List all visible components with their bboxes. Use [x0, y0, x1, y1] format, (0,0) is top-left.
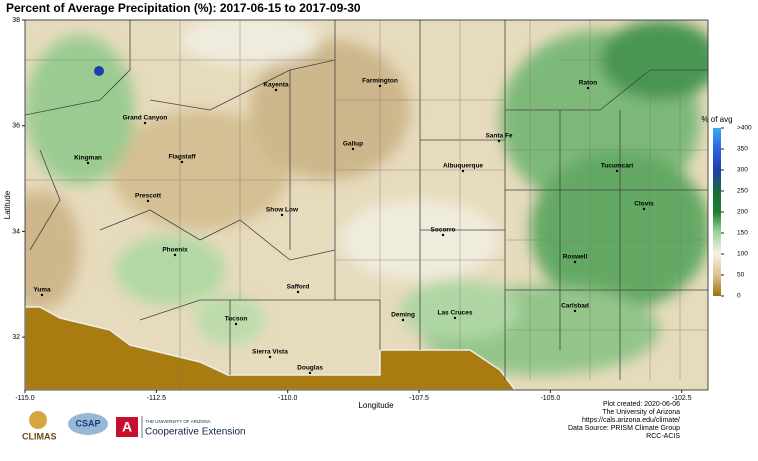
city-label: Socorro: [431, 227, 456, 234]
city-marker: [642, 207, 646, 211]
city-label: Yuma: [33, 287, 51, 294]
x-tick-label: -105.0: [540, 395, 560, 402]
city-marker: [180, 160, 184, 164]
y-axis-label: Latitude: [3, 190, 12, 219]
city-label: Deming: [391, 312, 415, 319]
city-label: Carlsbad: [561, 303, 589, 310]
colorbar-tick-label: 150: [737, 230, 748, 237]
ua-logo: [116, 417, 138, 437]
city-marker: [351, 147, 355, 151]
city-marker: [586, 86, 590, 90]
logo-text: CLIMAS: [22, 431, 57, 441]
city-label: Santa Fe: [485, 133, 512, 140]
colorbar-tick-label: >400: [737, 125, 752, 132]
colorbar-tick-label: 0: [737, 293, 741, 300]
city-marker: [453, 316, 457, 320]
city-marker: [146, 199, 150, 203]
x-tick-label: -110.0: [278, 395, 297, 402]
y-tick-label: 38: [12, 17, 20, 24]
city-marker: [441, 233, 445, 237]
logo-text: THE UNIVERSITY OF ARIZONA: [145, 419, 211, 424]
colorbar-tick-label: 50: [737, 272, 745, 279]
ua-letter: A: [122, 419, 132, 435]
city-marker: [461, 169, 465, 173]
colorbar-tick-label: 350: [737, 146, 748, 153]
colorbar-tick-label: 250: [737, 188, 748, 195]
logos: CLIMAS CSAP A THE UNIVERSITY OF ARIZONA …: [22, 411, 246, 441]
city-marker: [173, 253, 177, 257]
city-label: Phoenix: [162, 247, 188, 254]
credit-line: https://cals.arizona.edu/climate/: [582, 417, 680, 424]
y-tick-label: 36: [12, 123, 20, 130]
city-label: Flagstaff: [168, 154, 196, 161]
y-tick-label: 32: [12, 334, 20, 341]
city-marker: [308, 371, 312, 375]
x-axis-label: Longitude: [358, 401, 394, 410]
credit-line: The University of Arizona: [602, 409, 680, 416]
city-marker: [615, 169, 619, 173]
city-label: Tucson: [225, 316, 248, 323]
logo-text: CSAP: [75, 418, 100, 428]
city-label: Roswell: [563, 254, 588, 261]
city-label: Raton: [579, 80, 597, 87]
colorbar: [713, 128, 721, 296]
city-marker: [274, 88, 278, 92]
map: [25, 20, 708, 390]
city-label: Sierra Vista: [252, 349, 288, 356]
logo-text: Cooperative Extension: [145, 427, 246, 438]
city-label: Show Low: [266, 207, 299, 214]
city-marker: [401, 318, 405, 322]
city-label: Clovis: [634, 201, 654, 208]
city-marker: [573, 260, 577, 264]
city-marker: [296, 290, 300, 294]
credit-line: Plot created: 2020-06-06: [603, 401, 680, 408]
city-marker: [280, 213, 284, 217]
city-label: Gallup: [343, 141, 363, 148]
city-label: Douglas: [297, 365, 323, 372]
city-label: Albuquerque: [443, 163, 483, 170]
city-marker: [378, 84, 382, 88]
city-marker: [573, 309, 577, 313]
city-marker: [143, 121, 147, 125]
city-marker: [86, 161, 90, 165]
city-marker: [268, 355, 272, 359]
x-tick-label: -107.5: [409, 395, 429, 402]
city-label: Safford: [287, 284, 310, 291]
city-marker: [40, 293, 44, 297]
colorbar-tick-label: 200: [737, 209, 748, 216]
y-tick-label: 34: [12, 228, 20, 235]
x-tick-label: -102.5: [672, 395, 692, 402]
credit-line: Data Source: PRISM Climate Group: [568, 425, 680, 432]
city-marker: [497, 139, 501, 143]
x-tick-label: -115.0: [15, 395, 34, 402]
credit-line: RCC-ACIS: [646, 433, 680, 440]
city-label: Las Cruces: [437, 310, 472, 317]
colorbar-tick-label: 300: [737, 167, 748, 174]
climas-logo: [29, 411, 47, 429]
city-label: Farmington: [362, 78, 398, 85]
city-marker: [234, 322, 238, 326]
map-frame: [24, 19, 709, 391]
x-tick-label: -112.5: [147, 395, 166, 402]
colorbar-tick-label: 100: [737, 251, 748, 258]
city-label: Prescott: [135, 193, 162, 200]
city-label: Grand Canyon: [123, 115, 168, 122]
colorbar-title: % of avg: [701, 115, 732, 124]
city-label: Tucumcari: [601, 163, 634, 170]
city-label: Kingman: [74, 155, 102, 162]
csap-logo: [68, 413, 108, 435]
title: Percent of Average Precipitation (%): 20…: [6, 1, 361, 15]
city-label: Kayenta: [263, 82, 289, 89]
